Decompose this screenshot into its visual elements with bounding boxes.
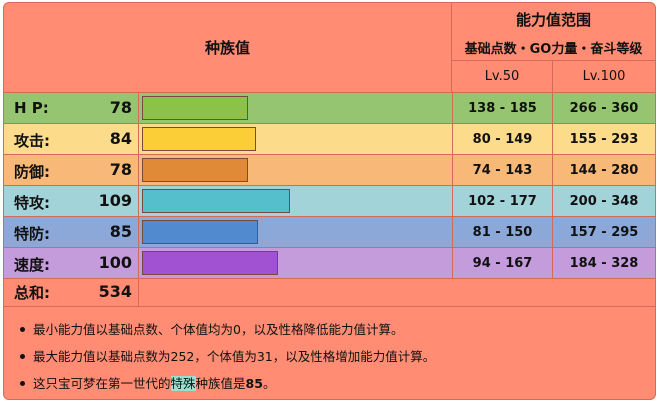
stat-row: 速度: 100 94 - 167 184 - 328 bbox=[4, 248, 655, 279]
stat-divider bbox=[138, 248, 139, 279]
note-gen1-end: 。 bbox=[262, 376, 276, 391]
lv50-range: 80 - 149 bbox=[452, 124, 553, 155]
note-gen1-highlight: 特殊 bbox=[170, 376, 196, 391]
stat-row: 攻击: 84 80 - 149 155 - 293 bbox=[4, 124, 655, 155]
stat-row: 特攻: 109 102 - 177 200 - 348 bbox=[4, 186, 655, 217]
total-divider bbox=[138, 277, 139, 307]
lv50-header: Lv.50 bbox=[452, 61, 553, 93]
total-value: 534 bbox=[98, 282, 132, 301]
stat-value: 100 bbox=[98, 253, 132, 272]
stat-bar bbox=[142, 127, 256, 151]
lv100-range: 157 - 295 bbox=[569, 225, 639, 240]
base-stats-header: 种族值 bbox=[4, 3, 452, 93]
stat-row: 特防: 85 81 - 150 157 - 295 bbox=[4, 217, 655, 248]
bullet-icon bbox=[20, 354, 25, 359]
stat-value: 85 bbox=[109, 222, 132, 241]
stat-value: 109 bbox=[98, 191, 132, 210]
stat-bar bbox=[142, 251, 278, 275]
stat-divider bbox=[138, 155, 139, 186]
note-max-text: 最大能力值以基础点数为252，个体值为31，以及性格增加能力值计算。 bbox=[33, 349, 436, 364]
lv50-range: 74 - 143 bbox=[452, 155, 553, 186]
stat-label: 速度: bbox=[14, 256, 50, 274]
note-gen1-mid: 种族值是 bbox=[195, 376, 246, 391]
stat-range-subheader: 基础点数・GO力量・奋斗等级 bbox=[452, 35, 655, 61]
lv50-range: 102 - 177 bbox=[452, 186, 553, 217]
lv100-range: 266 - 360 bbox=[569, 101, 639, 116]
stat-label: 防御: bbox=[14, 163, 50, 181]
stat-row: H P: 78 138 - 185 266 - 360 bbox=[4, 93, 655, 124]
stat-row: 防御: 78 74 - 143 144 - 280 bbox=[4, 155, 655, 186]
lv100-range: 200 - 348 bbox=[569, 194, 639, 209]
stat-value: 84 bbox=[109, 129, 132, 148]
stat-value: 78 bbox=[109, 98, 132, 117]
note-min-text: 最小能力值以基础点数、个体值均为0，以及性格降低能力值计算。 bbox=[33, 322, 404, 337]
stat-bar bbox=[142, 96, 248, 120]
note-gen1: 这只宝可梦在第一世代的特殊种族值是85。 bbox=[20, 373, 275, 392]
total-row: 总和: 534 bbox=[4, 277, 655, 307]
lv100-range: 155 - 293 bbox=[569, 132, 639, 147]
stat-bar bbox=[142, 158, 248, 182]
stat-label: 特攻: bbox=[14, 194, 50, 212]
stat-label: H P: bbox=[14, 99, 49, 117]
stat-divider bbox=[138, 186, 139, 217]
stat-bar bbox=[142, 189, 290, 213]
stat-bar bbox=[142, 220, 258, 244]
lv100-range: 184 - 328 bbox=[569, 256, 639, 271]
note-min: 最小能力值以基础点数、个体值均为0，以及性格降低能力值计算。 bbox=[20, 319, 403, 338]
note-max: 最大能力值以基础点数为252，个体值为31，以及性格增加能力值计算。 bbox=[20, 346, 435, 365]
lv100-range: 144 - 280 bbox=[569, 163, 639, 178]
lv50-range: 138 - 185 bbox=[452, 93, 553, 124]
lv100-header: Lv.100 bbox=[553, 61, 655, 93]
stat-range-header: 能力值范围 bbox=[515, 10, 591, 29]
total-label: 总和: bbox=[14, 284, 50, 302]
lv50-range: 81 - 150 bbox=[452, 217, 553, 248]
stat-value: 78 bbox=[109, 160, 132, 179]
stat-label: 攻击: bbox=[14, 132, 50, 150]
note-gen1-value: 85 bbox=[245, 376, 263, 391]
stats-card: 种族值 能力值范围 基础点数・GO力量・奋斗等级 Lv.50 Lv.100 H … bbox=[3, 2, 656, 400]
bullet-icon bbox=[20, 327, 25, 332]
bullet-icon bbox=[20, 381, 25, 386]
stat-divider bbox=[138, 217, 139, 248]
stat-divider bbox=[138, 93, 139, 124]
note-gen1-pre: 这只宝可梦在第一世代的 bbox=[33, 376, 171, 391]
lv50-range: 94 - 167 bbox=[452, 248, 553, 279]
stat-divider bbox=[138, 124, 139, 155]
stat-label: 特防: bbox=[14, 225, 50, 243]
